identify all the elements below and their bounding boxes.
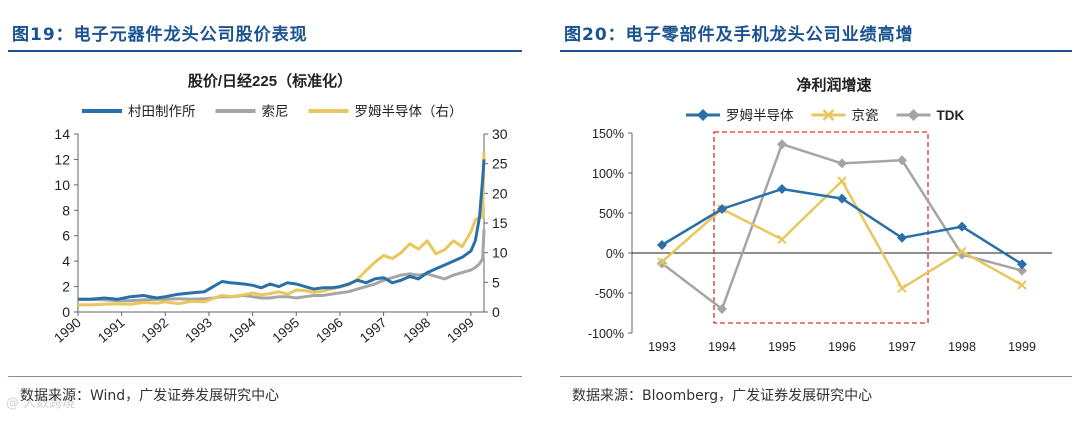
series-3-point — [897, 155, 907, 166]
legend-label-2: 京瓷 — [852, 108, 879, 123]
x-category-label: 1998 — [948, 340, 976, 354]
series-1-point — [897, 232, 907, 243]
chart-title: 净利润增速 — [796, 76, 871, 94]
series-line-2 — [78, 229, 486, 303]
y-tick-label: 0% — [606, 247, 624, 261]
right-source-note: 数据来源：Bloomberg，广发证券发展研究中心 — [572, 388, 873, 404]
series-line-3 — [78, 151, 486, 307]
left-figure-panel: 图19：电子元器件龙头公司股价表现 股价/日经225（标准化） 村田制作所 索尼 罗姆… — [0, 0, 530, 425]
series-3-point — [717, 304, 727, 314]
x-tick-label: 1996 — [313, 315, 346, 346]
left-source-note: 数据来源：Wind，广发证券发展研究中心 — [20, 388, 280, 404]
right-y-tick-label: 15 — [492, 215, 508, 231]
y-tick-label: -50% — [595, 287, 624, 301]
right-bottom-rule — [560, 376, 1072, 377]
left-bottom-rule — [8, 376, 522, 377]
x-tick-label: 1990 — [51, 315, 84, 346]
series-2-point — [897, 283, 907, 293]
right-y-tick-label: 30 — [492, 126, 508, 142]
series-1-point — [1017, 259, 1027, 270]
series-2-point — [957, 246, 967, 257]
stock-price-chart: 股价/日经225（标准化） 村田制作所 索尼 罗姆半导体（右） 0 2 4 6 8 10 12 14 0… — [51, 72, 508, 346]
x-category-label: 1994 — [708, 340, 736, 354]
x-tick-label: 1993 — [182, 315, 215, 346]
left-y-tick-label: 12 — [54, 151, 70, 167]
watermark: @ 人数跨境 — [6, 396, 76, 411]
legend-label-1: 罗姆半导体 — [726, 108, 794, 123]
series-2-point — [777, 234, 787, 245]
series-2-point — [657, 257, 667, 267]
right-figure-panel: 图20：电子零部件及手机龙头公司业绩高增 净利润增速 罗姆半导体 京瓷 TDK -100… — [552, 0, 1080, 425]
series-1-point — [957, 221, 967, 232]
left-y-tick-label: 2 — [62, 279, 70, 295]
right-y-tick-label: 20 — [492, 185, 508, 201]
chart-title: 股价/日经225（标准化） — [188, 72, 352, 90]
x-tick-label: 1999 — [444, 315, 477, 346]
legend-label-3: 罗姆半导体（右） — [355, 104, 463, 119]
highlight-box — [713, 131, 929, 324]
right-y-tick-label: 25 — [492, 156, 508, 172]
x-category-label: 1999 — [1008, 340, 1036, 354]
right-title-rule — [560, 50, 1072, 52]
series-1-point — [777, 184, 787, 194]
series-line-1 — [78, 159, 486, 301]
left-title-rule — [8, 50, 522, 52]
legend-label-2: 索尼 — [262, 104, 289, 119]
y-tick-label: 100% — [592, 167, 624, 181]
legend-label-3: TDK — [937, 108, 965, 123]
legend-marker-2 — [822, 109, 835, 121]
left-y-tick-label: 6 — [62, 228, 70, 244]
series-2-point — [1017, 280, 1027, 290]
x-category-label: 1995 — [768, 340, 796, 354]
x-category-label: 1996 — [828, 340, 856, 354]
series-line-3 — [661, 142, 1023, 311]
x-tick-label: 1995 — [270, 315, 303, 346]
series-1-point — [837, 193, 847, 204]
legend-label-1: 村田制作所 — [128, 104, 196, 119]
left-y-tick-label: 8 — [62, 202, 70, 218]
right-y-tick-label: 5 — [492, 274, 500, 290]
x-category-label: 1997 — [888, 340, 916, 354]
series-3-point — [777, 139, 787, 150]
series-1-point — [657, 240, 667, 250]
series-2-point — [837, 176, 847, 186]
y-tick-label: 150% — [592, 127, 624, 141]
legend-marker-1 — [697, 109, 709, 121]
right-y-tick-label: 10 — [492, 245, 508, 261]
right-y-tick-label: 0 — [492, 304, 500, 320]
left-y-tick-label: 14 — [54, 126, 70, 142]
y-tick-label: -100% — [588, 327, 624, 341]
left-y-tick-label: 10 — [54, 177, 70, 193]
x-tick-label: 1994 — [226, 315, 259, 346]
series-1-point — [717, 204, 727, 214]
x-tick-label: 1997 — [357, 315, 390, 346]
left-figure-title: 图19：电子元器件龙头公司股价表现 — [12, 25, 308, 45]
x-category-label: 1993 — [648, 340, 676, 354]
left-y-tick-label: 0 — [62, 304, 70, 320]
left-y-tick-label: 4 — [62, 253, 70, 269]
x-tick-label: 1991 — [95, 315, 128, 346]
series-3-point — [837, 158, 847, 169]
x-tick-label: 1998 — [401, 315, 434, 346]
series-3-point — [1017, 265, 1027, 276]
x-tick-label: 1992 — [139, 315, 172, 346]
y-tick-label: 50% — [599, 207, 624, 221]
legend-marker-3 — [907, 109, 920, 121]
right-figure-title: 图20：电子零部件及手机龙头公司业绩高增 — [564, 25, 914, 45]
